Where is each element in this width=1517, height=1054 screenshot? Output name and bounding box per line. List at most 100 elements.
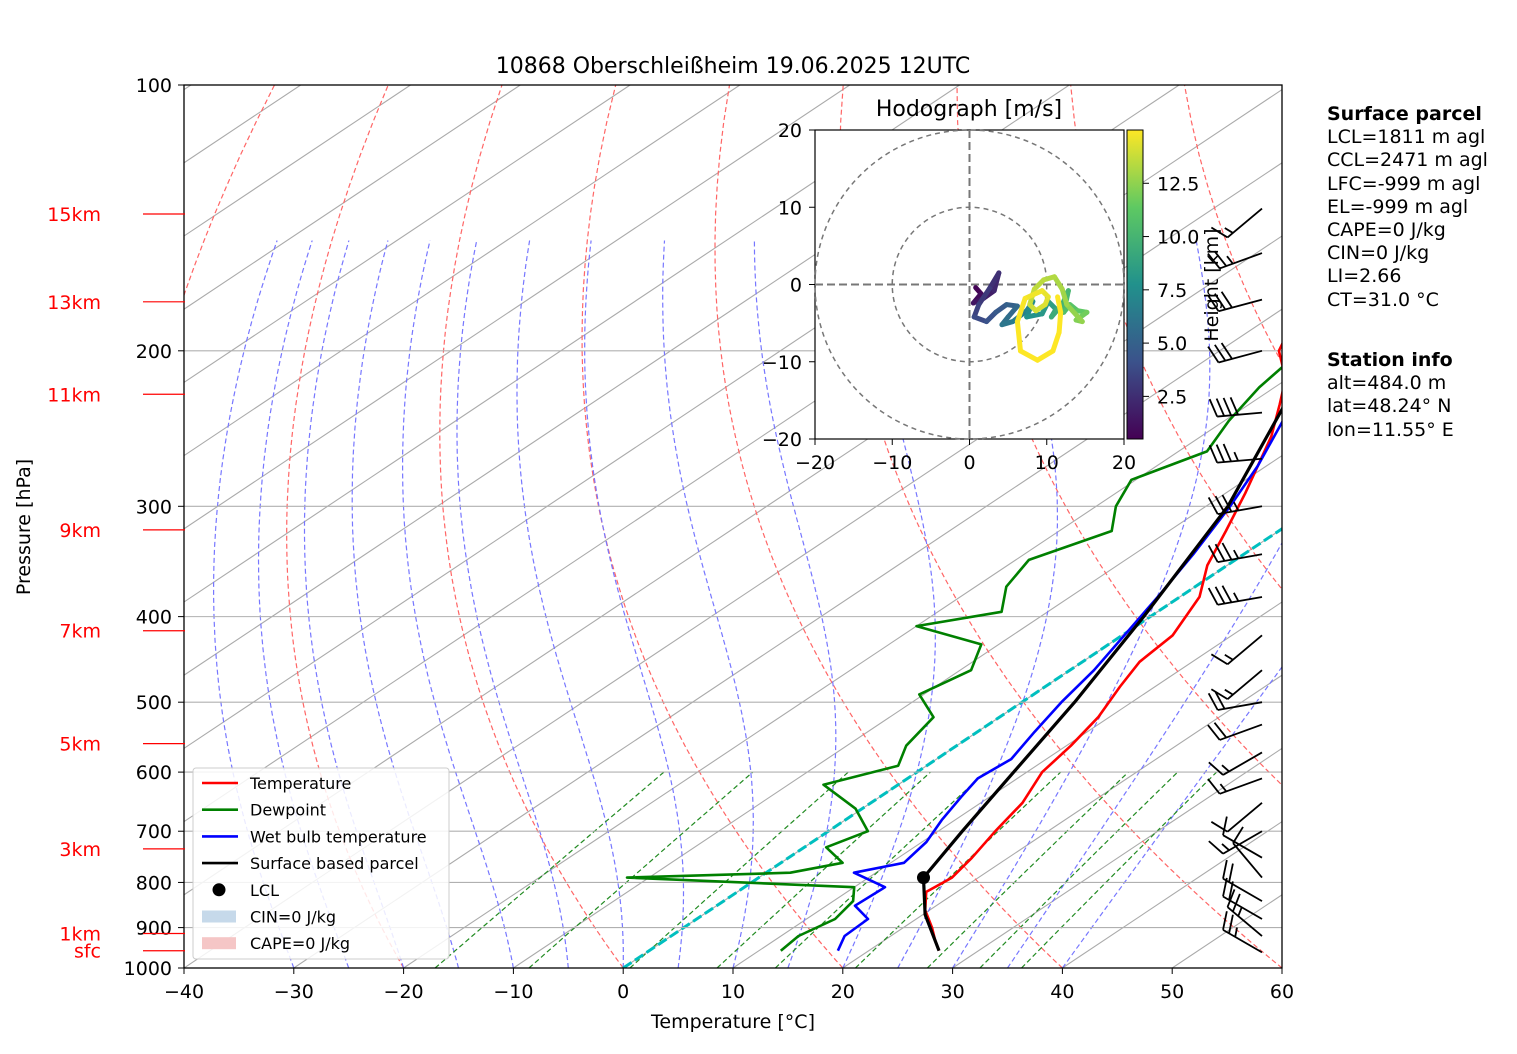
height-label: 3km bbox=[59, 839, 101, 861]
wind-barb-flag bbox=[1220, 291, 1233, 309]
colorbar bbox=[1126, 129, 1144, 440]
colorbar-tick-label: 2.5 bbox=[1157, 386, 1187, 408]
legend-box bbox=[192, 767, 450, 960]
parcel-lfc: LFC=-999 m agl bbox=[1327, 172, 1481, 195]
isotherm-line bbox=[293, 308, 1282, 968]
hodograph-segment bbox=[1024, 311, 1045, 320]
wind-barb-flag bbox=[1207, 496, 1219, 515]
colorbar-tick-label: 5.0 bbox=[1157, 333, 1187, 355]
wind-barb-flag bbox=[1222, 443, 1232, 462]
wind-barb-half-flag bbox=[1237, 906, 1243, 917]
wind-barb-staff bbox=[1218, 298, 1263, 313]
wind-barb-half-flag bbox=[1233, 451, 1239, 462]
y-tick-label: 300 bbox=[136, 496, 172, 518]
station-info-heading: Station info bbox=[1327, 349, 1453, 371]
x-axis-label: Temperature [°C] bbox=[650, 1011, 815, 1033]
height-label: 5km bbox=[59, 734, 101, 756]
wind-barb bbox=[1207, 722, 1263, 741]
moist-adiabat-line bbox=[952, 240, 1211, 968]
moist-adiabat-line bbox=[456, 240, 569, 968]
wind-barb-staff bbox=[1226, 634, 1263, 665]
wind-barb-flag bbox=[1210, 821, 1228, 833]
legend-label: Temperature bbox=[249, 774, 351, 793]
y-tick-label: 1000 bbox=[124, 958, 172, 980]
legend-label: Surface based parcel bbox=[250, 854, 419, 873]
moist-adiabat-line bbox=[753, 240, 837, 968]
hodograph-segment bbox=[1064, 302, 1085, 325]
wind-barb-flag bbox=[1222, 816, 1228, 836]
wind-barb-staff bbox=[1222, 834, 1263, 859]
wind-barb-flag bbox=[1208, 398, 1218, 417]
wind-barb bbox=[1208, 751, 1263, 776]
wind-barb-staff bbox=[1232, 842, 1263, 879]
height-label: sfc bbox=[74, 941, 101, 963]
y-axis-label: Pressure [hPa] bbox=[13, 459, 35, 595]
isotherm-line bbox=[513, 454, 1282, 968]
mixing-ratio-line bbox=[434, 771, 665, 968]
wind-barb bbox=[1210, 634, 1263, 666]
wind-barb-staff bbox=[1217, 596, 1263, 606]
surface-parcel-panel: Surface parcel LCL=1811 m agl CCL=2471 m… bbox=[1327, 103, 1488, 312]
isotherm-line bbox=[184, 85, 851, 530]
hodograph-y-tick-label: 10 bbox=[778, 197, 802, 219]
wind-barb-half-flag bbox=[1224, 654, 1234, 661]
y-tick-label: 400 bbox=[136, 607, 172, 629]
wind-barb-flag bbox=[1226, 889, 1236, 908]
isotherm-line bbox=[732, 601, 1282, 968]
wind-barb-flag bbox=[1214, 495, 1226, 514]
hodograph-x-tick-label: −10 bbox=[872, 452, 912, 474]
hodograph-trace bbox=[970, 270, 1090, 363]
colorbar-tick-label: 10.0 bbox=[1157, 227, 1199, 249]
x-tick-label: −10 bbox=[493, 981, 533, 1003]
wind-barb-staff bbox=[1217, 411, 1263, 418]
wind-barb-half-flag bbox=[1233, 592, 1240, 602]
wind-barb-flag bbox=[1207, 778, 1221, 795]
wind-barb-half-flag bbox=[1219, 783, 1227, 793]
wind-barb-flag bbox=[1207, 587, 1219, 606]
wind-barb bbox=[1210, 207, 1263, 239]
hodograph-y-tick-label: −20 bbox=[762, 429, 802, 451]
y-tick-label: 700 bbox=[136, 821, 172, 843]
chart-title: 10868 Oberschleißheim 19.06.2025 12UTC bbox=[496, 54, 971, 79]
profile-lines bbox=[625, 341, 1282, 952]
mixing-ratio-line bbox=[979, 771, 1179, 968]
mixing-ratio-line bbox=[528, 771, 754, 968]
legend: Temperature Dewpoint Wet bulb temperature S… bbox=[192, 767, 450, 960]
wind-barb-staff bbox=[1219, 777, 1263, 795]
moist-adiabat-line bbox=[584, 240, 685, 968]
height-label: 7km bbox=[59, 621, 101, 643]
wind-barb-flag bbox=[1222, 859, 1228, 879]
wind-barb-flag bbox=[1208, 840, 1224, 855]
isotherm-line bbox=[842, 674, 1282, 968]
wind-barb-flag bbox=[1229, 396, 1239, 416]
wind-barb bbox=[1207, 250, 1263, 270]
parcel-lcl: LCL=1811 m agl bbox=[1327, 126, 1486, 149]
parcel-cape: CAPE=0 J/kg bbox=[1327, 219, 1446, 242]
wind-barb-flag bbox=[1214, 344, 1227, 362]
legend-swatch-patch bbox=[202, 910, 236, 923]
wind-barb bbox=[1222, 911, 1263, 954]
hodograph-segment bbox=[1017, 348, 1040, 363]
hodograph-ticks: −20 −10 0 10 20 20 10 0 −10 −20 bbox=[762, 120, 1136, 474]
hodograph-segment bbox=[1050, 329, 1062, 354]
wind-barb-flag bbox=[1210, 226, 1228, 239]
wind-barb-flag bbox=[1207, 346, 1220, 363]
y-tick-label: 600 bbox=[136, 762, 172, 784]
wind-barb-staff bbox=[1222, 895, 1263, 920]
temperature-profile bbox=[923, 341, 1282, 952]
hodograph-x-tick-label: 10 bbox=[1035, 452, 1059, 474]
wind-barb-staff bbox=[1219, 252, 1263, 270]
wind-barb-flag bbox=[1228, 914, 1234, 934]
legend-items: Temperature Dewpoint Wet bulb temperature S… bbox=[202, 774, 427, 953]
surface-parcel-heading: Surface parcel bbox=[1327, 103, 1482, 125]
wind-barb-half-flag bbox=[1233, 549, 1240, 559]
wind-barb-flag bbox=[1208, 761, 1224, 776]
wind-barb-half-flag bbox=[1226, 255, 1234, 265]
wind-barb-flag bbox=[1207, 724, 1221, 741]
wind-barb-staff bbox=[1222, 877, 1263, 902]
hodograph-title: Hodograph [m/s] bbox=[876, 97, 1062, 122]
hodograph-segment bbox=[1014, 295, 1028, 325]
wind-barb bbox=[1208, 443, 1263, 464]
wind-barb bbox=[1207, 342, 1263, 364]
